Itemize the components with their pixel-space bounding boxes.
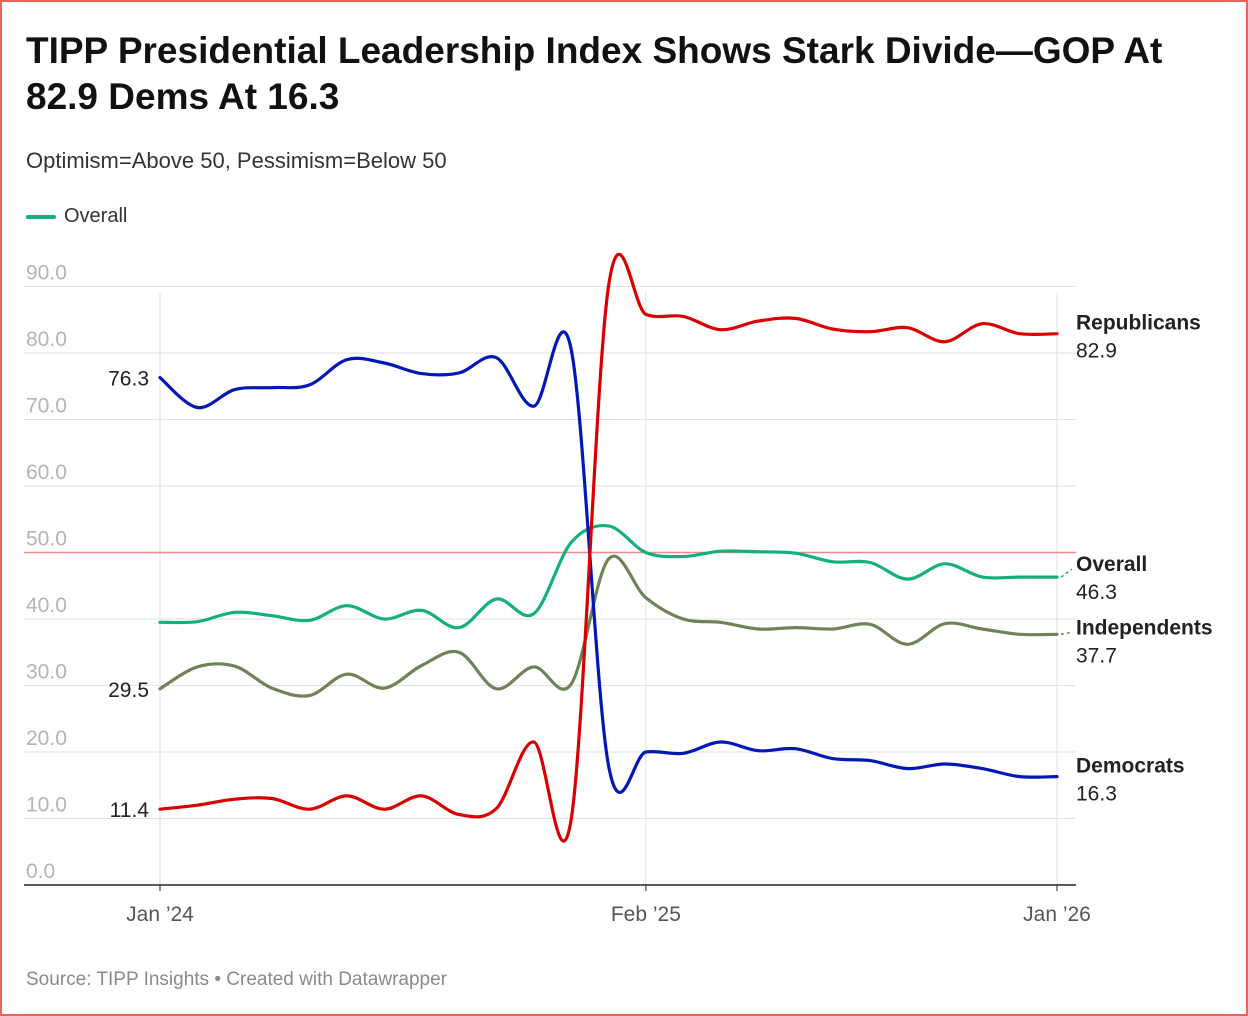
- source-note: Source: TIPP Insights • Created with Dat…: [26, 969, 447, 990]
- y-tick-label: 0.0: [26, 860, 55, 883]
- series-line-independents: [158, 554, 1059, 698]
- x-tick-label: Jan ’26: [1023, 903, 1091, 926]
- y-tick-label: 80.0: [26, 328, 67, 351]
- series-line-democrats: [158, 330, 1059, 795]
- start-label-independents: 29.5: [108, 679, 149, 702]
- end-label-value-republicans: 82.9: [1076, 340, 1117, 363]
- y-tick-label: 60.0: [26, 461, 67, 484]
- legend-swatch-overall: [26, 214, 56, 219]
- end-label-name-overall: Overall: [1076, 553, 1147, 576]
- series-line-overall: [158, 523, 1059, 630]
- end-label-value-democrats: 16.3: [1076, 783, 1117, 806]
- y-tick-label: 10.0: [26, 794, 67, 817]
- start-label-democrats: 76.3: [108, 368, 149, 391]
- chart-subtitle: Optimism=Above 50, Pessimism=Below 50: [26, 148, 447, 173]
- end-label-value-overall: 46.3: [1076, 581, 1117, 604]
- series-line-republicans: [158, 252, 1059, 843]
- start-label-republicans: 11.4: [110, 799, 150, 822]
- end-label-value-independents: 37.7: [1076, 644, 1117, 667]
- y-tick-label: 40.0: [26, 594, 67, 617]
- legend: Overall: [26, 205, 127, 228]
- legend-label-overall: Overall: [64, 205, 128, 227]
- end-label-name-republicans: Republicans: [1076, 312, 1201, 335]
- x-tick-label: Feb ’25: [611, 903, 681, 926]
- y-tick-label: 20.0: [26, 727, 67, 750]
- end-label-name-democrats: Democrats: [1076, 755, 1185, 778]
- label-connector-independents: [1060, 631, 1073, 636]
- end-label-name-independents: Independents: [1076, 616, 1213, 639]
- label-connector-overall: [1060, 568, 1073, 578]
- y-tick-label: 90.0: [26, 262, 67, 285]
- y-tick-label: 50.0: [26, 528, 67, 551]
- chart-title: TIPP Presidential Leadership Index Shows…: [26, 30, 1163, 117]
- x-tick-label: Jan ’24: [126, 903, 194, 926]
- y-tick-label: 70.0: [26, 395, 67, 418]
- y-tick-label: 30.0: [26, 661, 67, 684]
